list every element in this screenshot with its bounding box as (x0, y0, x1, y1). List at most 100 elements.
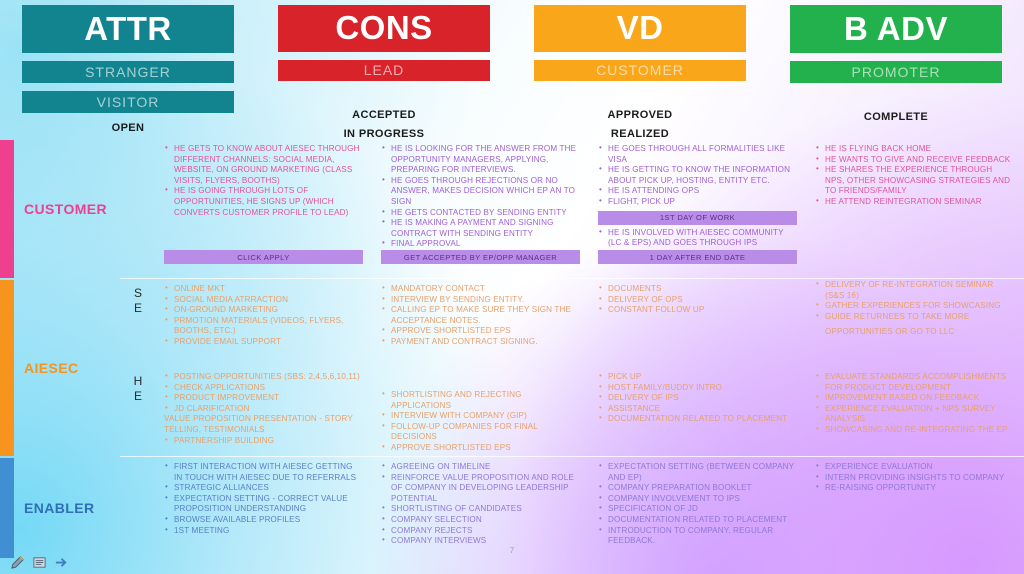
bullet-list: Expectation setting (between company and… (598, 461, 797, 547)
row-label-aiesec: AIESEC (0, 280, 120, 456)
list-item: Company rejects (381, 525, 580, 537)
list-item: Expectation setting (between company and… (598, 461, 797, 483)
column-subtitle-attr: STRANGER (22, 61, 234, 83)
cell-se-attr: Online MKT Social media atrraction On-gr… (156, 280, 373, 368)
column-subtitle-badv: PROMOTER (790, 61, 1002, 83)
column-subtitle2-attr: VISITOR (22, 91, 234, 113)
column-subtitle-vd: CUSTOMER (534, 59, 746, 81)
bullet-list: Delivery of re-integration seminar (S&S … (815, 279, 1014, 338)
list-icon[interactable] (32, 555, 47, 570)
list-item: He is making a payment and signing contr… (381, 217, 580, 239)
list-item: Introduction to company, regular feedbac… (598, 525, 797, 547)
cell-he-attr: Posting opportunities (SBS: 2,4,5,6,10,1… (156, 368, 373, 456)
list-item: He is looking for the answer from the op… (381, 143, 580, 176)
status-badge: CLICK APPLY (164, 250, 363, 264)
cell-enabler-vd: Expectation setting (between company and… (590, 458, 807, 558)
list-item: Re-raising opportunity (815, 482, 1014, 494)
row-spine-enabler (0, 458, 14, 558)
column-status-cons-0: ACCEPTED (352, 109, 416, 121)
list-item: Shortlisting of candidates (381, 503, 580, 515)
column-status-vd-1: REALIZED (610, 128, 670, 140)
row-divider (120, 456, 1024, 457)
column-subtitle-cons: LEAD (278, 59, 490, 81)
list-item: JD clarification (164, 403, 363, 415)
list-item: Showcasing and re-integrating the EP (815, 424, 1014, 436)
subrow-letter: S (133, 286, 142, 300)
list-item: Opportunities or go to LLC (825, 327, 955, 337)
pen-icon[interactable] (10, 555, 25, 570)
cell-he-vd: Pick up Host family/buddy intro Delivery… (590, 368, 807, 456)
list-item: He is getting to know the information ab… (598, 164, 797, 186)
arrow-right-icon[interactable] (54, 555, 69, 570)
list-item: Partnership building (164, 435, 363, 447)
list-item: Constant follow up (598, 304, 797, 316)
list-item: Product improvement (164, 392, 363, 404)
row-sublabels-customer (120, 140, 156, 278)
list-item: Approve shortlisted EPs (381, 325, 580, 337)
subrow-letter: E (133, 389, 142, 403)
subrow-se: S E Online MKT Social media atrraction O… (120, 279, 1024, 368)
list-item: Value proposition presentation - story t… (164, 414, 353, 434)
list-item: Company preparation booklet (598, 482, 797, 494)
column-title-vd: VD (534, 5, 746, 52)
list-item: Guide returnees to take more (815, 311, 1014, 323)
cell-enabler-badv: Experience evaluation Intern providing i… (807, 458, 1024, 558)
list-item: Gather experiences for showcasing (815, 300, 1014, 312)
cell-enabler-cons: Agreeing on timeline Reinforce value pro… (373, 458, 590, 558)
list-item: Company interviews (381, 535, 580, 547)
list-item: Final approval (381, 238, 580, 250)
column-title-cons: CONS (278, 5, 490, 52)
list-item: Shortlisting and rejecting applications (381, 389, 580, 411)
row-enabler: ENABLER First interaction with AIESEC ge… (0, 458, 1024, 558)
cell-se-badv: Delivery of re-integration seminar (S&S … (807, 279, 1024, 368)
row-aiesec: AIESEC S E Online MKT Social media atrra… (0, 279, 1024, 456)
cell-customer-vd: He goes through all formalities like vis… (590, 140, 807, 278)
list-item: Prmotion materials (videos, flyers, boot… (164, 315, 363, 337)
subrow-letter: H (133, 374, 143, 388)
list-item: Assistance (598, 403, 797, 415)
list-item: Improvement based on feedback (815, 392, 1014, 404)
cell-enabler-attr: First interaction with AIESEC getting in… (156, 458, 373, 558)
row-spine-aiesec (0, 280, 14, 456)
bullet-list: First interaction with AIESEC getting in… (164, 461, 363, 536)
list-item: Specification of JD (598, 503, 797, 515)
row-cells-customer: He gets to know about AIESEC through dif… (156, 140, 1024, 278)
column-title-badv: B ADV (790, 5, 1002, 53)
bullet-list: He gets to know about AIESEC through dif… (164, 143, 363, 218)
column-title-attr: ATTR (22, 5, 234, 53)
list-item: He is going through lots of opportunitie… (164, 185, 363, 218)
bullet-list: Documents Delivery of OPS Constant follo… (598, 283, 797, 316)
list-item: Documents (598, 283, 797, 295)
list-item: Interview by sending entity. (381, 294, 580, 306)
bullet-list: He goes through all formalities like vis… (598, 143, 797, 208)
list-item: Pick up (598, 371, 797, 383)
list-item: He attend reintegration seminar (815, 196, 1014, 208)
list-item: Posting opportunities (SBS: 2,4,5,6,10,1… (164, 371, 363, 383)
cell-he-cons: Shortlisting and rejecting applications … (373, 368, 590, 456)
bullet-list: Shortlisting and rejecting applications … (381, 389, 580, 454)
list-item: Experience evaluation + NPS survey analy… (815, 403, 1014, 425)
header-column-badv: B ADV PROMOTER COMPLETE (768, 0, 1024, 140)
list-item: Host family/buddy intro (598, 382, 797, 394)
list-item: Expectation setting - correct value prop… (164, 493, 363, 515)
row-divider (120, 278, 1024, 279)
bullet-list: Agreeing on timeline Reinforce value pro… (381, 461, 580, 547)
aiesec-subrows: S E Online MKT Social media atrraction O… (120, 279, 1024, 456)
list-item: Social media atrraction (164, 294, 363, 306)
list-item: Interview with company (GIP) (381, 410, 580, 422)
bullet-list: Experience evaluation Intern providing i… (815, 461, 1014, 494)
bullet-list: Posting opportunities (SBS: 2,4,5,6,10,1… (164, 371, 363, 447)
slide-toolbar[interactable] (10, 555, 69, 570)
subrow-letters-se: S E (120, 280, 156, 368)
bullet-list: Online MKT Social media atrraction On-gr… (164, 283, 363, 348)
cell-customer-attr: He gets to know about AIESEC through dif… (156, 140, 373, 278)
bullet-list: Pick up Host family/buddy intro Delivery… (598, 371, 797, 425)
row-customer: CUSTOMER He gets to know about AIESEC th… (0, 140, 1024, 278)
cell-customer-badv: He is flying back home He wants to give … (807, 140, 1024, 278)
list-item: Provide email support (164, 336, 363, 348)
list-item: Calling EP to make sure they sign the ac… (381, 304, 580, 326)
list-item: He goes through rejections or no answer,… (381, 175, 580, 208)
cell-he-badv: Evaluate standards accomplishments for p… (807, 368, 1024, 456)
list-item: He is attending OPS (598, 185, 797, 197)
